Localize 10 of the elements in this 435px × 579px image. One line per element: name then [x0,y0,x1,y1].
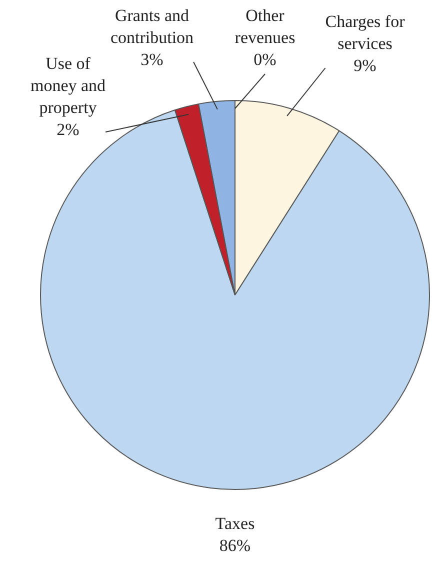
slice-label: Grants and contribution [110,6,194,47]
text: 0% [254,50,276,69]
slice-label: Taxes [215,514,255,533]
data-label: 9% [354,56,376,75]
data-label: 2% [56,120,80,139]
slice-label: Charges for services [325,12,406,53]
data-label: 86% [219,536,251,555]
data-label: 3% [140,50,164,69]
slice-label: Use of money and property [30,54,106,117]
category-label: Other revenues [234,6,296,47]
